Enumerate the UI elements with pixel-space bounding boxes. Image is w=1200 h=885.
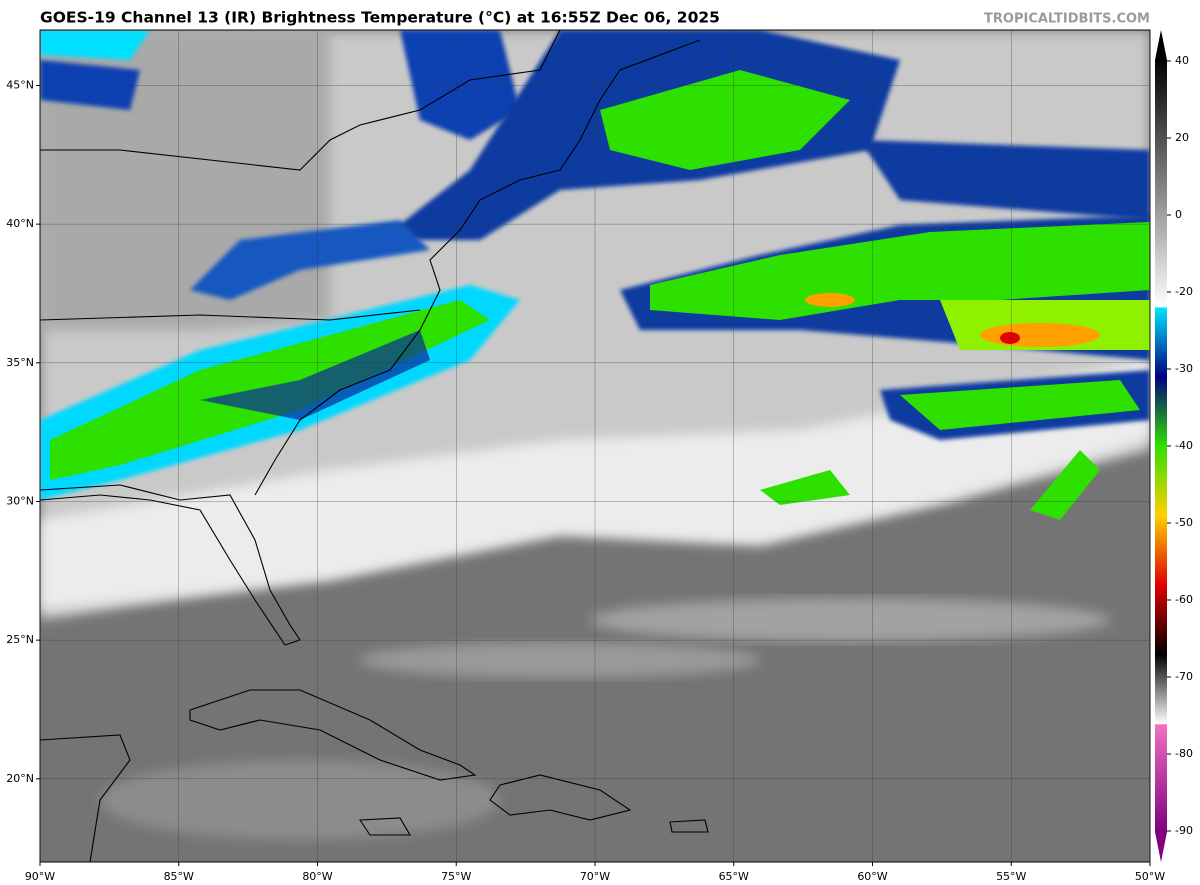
lon-tick-label: 85°W: [164, 870, 194, 883]
colorbar-tick-label: -70: [1175, 670, 1193, 683]
colorbar-cap-bottom: [1155, 832, 1167, 862]
colorbar-tick-label: -20: [1175, 285, 1193, 298]
lon-tick-label: 50°W: [1135, 870, 1165, 883]
lat-tick-label: 40°N: [6, 217, 34, 230]
colorbar-tick-label: -60: [1175, 593, 1193, 606]
lat-tick-label: 25°N: [6, 633, 34, 646]
colorbar-cap-top: [1155, 30, 1167, 60]
lon-tick-label: 65°W: [719, 870, 749, 883]
colorbar-tick-label: -50: [1175, 516, 1193, 529]
lat-tick-label: 35°N: [6, 356, 34, 369]
colorbar-tick-label: 0: [1175, 208, 1182, 221]
lat-tick-label: 45°N: [6, 78, 34, 91]
lon-tick-label: 60°W: [857, 870, 887, 883]
colorbar-tick-label: -30: [1175, 362, 1193, 375]
colorbar: [1155, 60, 1167, 832]
lon-tick-label: 55°W: [996, 870, 1026, 883]
map-title: GOES-19 Channel 13 (IR) Brightness Tempe…: [40, 9, 720, 27]
lat-tick-label: 20°N: [6, 772, 34, 785]
credit: TROPICALTIDBITS.COM: [984, 12, 1150, 27]
colorbar-tick-label: 20: [1175, 131, 1189, 144]
lon-tick-label: 70°W: [580, 870, 610, 883]
colorbar-tick-label: 40: [1175, 54, 1189, 67]
colorbar-tick-label: -80: [1175, 747, 1193, 760]
colorbar-tick-label: -90: [1175, 824, 1193, 837]
lon-tick-label: 80°W: [302, 870, 332, 883]
lon-tick-label: 75°W: [441, 870, 471, 883]
colorbar-tick-label: -40: [1175, 439, 1193, 452]
lon-tick-label: 90°W: [25, 870, 55, 883]
lat-tick-label: 30°N: [6, 494, 34, 507]
